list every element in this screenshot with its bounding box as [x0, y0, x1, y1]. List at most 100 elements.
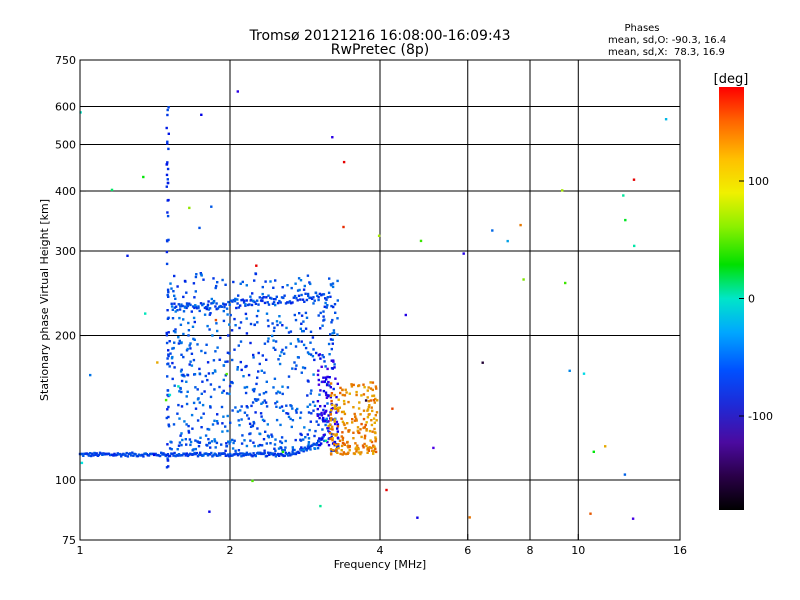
echo-point: [308, 428, 311, 432]
echo-point: [313, 358, 316, 362]
echo-point: [323, 380, 326, 384]
echo-point: [522, 278, 525, 281]
echo-point: [198, 226, 201, 230]
echo-point: [374, 414, 377, 417]
echo-point: [254, 411, 257, 414]
echo-point: [243, 439, 246, 442]
echo-point: [290, 302, 293, 305]
echo-point: [196, 455, 200, 458]
echo-point: [280, 441, 284, 445]
echo-point: [160, 451, 163, 454]
echo-point: [631, 517, 635, 520]
echo-point: [229, 381, 233, 384]
echo-point: [360, 394, 363, 397]
echo-point: [227, 334, 230, 337]
echo-point: [321, 380, 325, 383]
echo-point: [324, 410, 327, 414]
echo-point: [274, 298, 277, 301]
x-tick-label: 10: [571, 544, 585, 557]
echo-point: [216, 422, 219, 425]
echo-point: [330, 449, 333, 453]
echo-point: [248, 422, 252, 425]
echo-point: [404, 313, 407, 317]
echo-point: [322, 416, 325, 420]
echo-point: [315, 420, 318, 423]
echo-point: [171, 361, 174, 365]
echo-point: [198, 401, 201, 404]
echo-point: [126, 254, 129, 257]
echo-point: [359, 452, 362, 456]
echo-point: [167, 465, 170, 468]
echo-point: [310, 389, 313, 392]
echo-point: [220, 443, 223, 446]
echo-point: [281, 385, 284, 388]
echo-point: [200, 274, 203, 277]
echo-point: [339, 452, 342, 456]
echo-point: [172, 454, 175, 457]
echo-point: [604, 445, 607, 448]
echo-point: [95, 452, 98, 455]
echo-point: [204, 351, 207, 355]
echo-point: [181, 454, 184, 457]
echo-point: [277, 447, 281, 450]
echo-point: [265, 405, 269, 408]
echo-point: [275, 405, 278, 408]
echo-point: [239, 321, 243, 324]
echo-point: [166, 362, 169, 366]
echo-point: [331, 367, 334, 370]
echo-point: [318, 416, 321, 420]
echo-point: [333, 418, 336, 421]
echo-point: [333, 366, 336, 369]
echo-point: [362, 383, 365, 386]
echo-point: [274, 340, 278, 343]
echo-point: [226, 414, 229, 418]
echo-point: [300, 433, 303, 437]
echo-point: [320, 411, 323, 415]
echo-point: [216, 281, 219, 284]
echo-point: [271, 452, 274, 455]
echo-point: [165, 262, 169, 266]
echo-point: [166, 375, 169, 378]
echo-point: [337, 408, 340, 411]
echo-point: [251, 401, 255, 404]
echo-point: [144, 312, 147, 315]
echo-point: [291, 407, 294, 410]
echo-point: [168, 340, 171, 343]
echo-point: [269, 280, 272, 283]
echo-point: [332, 433, 335, 436]
echo-point: [166, 309, 169, 312]
echo-point: [186, 390, 189, 393]
echo-point: [568, 369, 571, 372]
echo-point: [245, 284, 248, 287]
echo-point: [283, 454, 286, 457]
echo-point: [292, 296, 295, 299]
echo-point: [176, 454, 180, 457]
echo-point: [342, 225, 345, 229]
echo-point: [350, 385, 354, 388]
echo-point: [207, 372, 211, 375]
echo-point: [166, 113, 169, 117]
grid: [80, 60, 680, 540]
echo-point: [185, 443, 188, 446]
echo-point: [334, 311, 337, 314]
echo-point: [369, 439, 372, 442]
echo-point: [167, 353, 170, 356]
echo-point: [252, 422, 256, 425]
echo-point: [360, 451, 363, 454]
echo-point: [177, 453, 181, 456]
echo-point: [182, 373, 185, 377]
echo-point: [253, 444, 256, 448]
echo-point: [242, 375, 245, 378]
echo-point: [194, 447, 197, 451]
echo-point: [239, 452, 242, 455]
x-tick-label: 6: [464, 544, 471, 557]
echo-point: [91, 452, 94, 455]
echo-point: [291, 450, 294, 454]
echo-point: [330, 347, 333, 351]
echo-point: [201, 403, 205, 407]
echo-point: [187, 321, 190, 325]
echo-point: [266, 423, 269, 426]
echo-point: [265, 442, 268, 445]
echo-point: [253, 279, 256, 282]
echo-point: [313, 404, 317, 407]
